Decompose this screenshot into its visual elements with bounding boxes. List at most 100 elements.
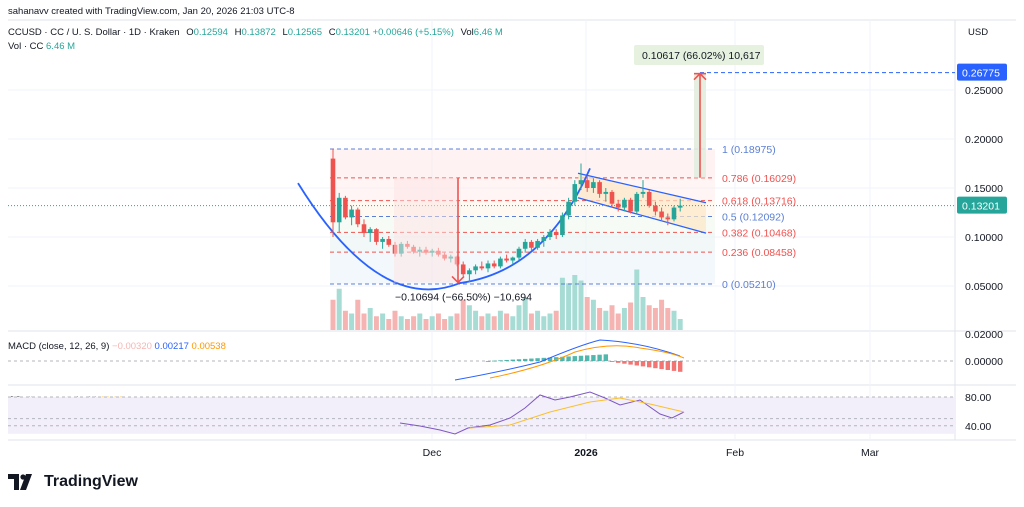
macd-hist-bar [597,354,602,361]
volume-bar [442,319,448,330]
volume-bar [349,313,355,330]
candle-body [367,229,373,234]
macd-hist-bar [659,361,664,370]
price-chart[interactable]: 1 (0.18975) 0.786 (0.16029) 0.618 (0.13716… [0,0,1024,470]
volume-bar [392,310,398,330]
macd-hist-bar [516,359,522,361]
symbol-name[interactable]: CCUSD · CC / U. S. Dollar · 1D · Kraken [8,27,180,38]
measure-tools[interactable]: −0.10694 (−66.50%) −10,694 0.10617 (66.02… [394,45,764,303]
volume-bar [603,310,609,330]
time-tick-label: Mar [861,447,880,459]
candle-body [498,258,503,267]
volume-bar [665,308,671,330]
time-tick-label: Dec [423,447,442,459]
volume-bars [330,269,683,330]
volume-bar [671,310,677,330]
volume-bar [609,305,615,330]
candle-body [609,191,615,204]
candle-body [473,266,478,271]
cup-curve[interactable] [297,168,591,291]
channel-upper [577,172,707,204]
macd-legend: MACD (close, 12, 26, 9) −0.00320 0.00217… [8,341,226,352]
macd-hist-bar [678,361,683,372]
volume-bar [677,319,683,330]
candle-body [653,205,658,212]
volume-bar [429,316,435,330]
volume-bar [330,299,336,330]
channel-lower [577,197,707,234]
macd-hist-bar [541,357,546,361]
rsi-upper-tick: 80.00 [965,392,991,404]
fib-label: 0.5 (0.12092) [722,211,784,223]
macd-hist-bar [671,361,677,371]
candle-body [615,203,621,208]
price-tick-label: 0.25000 [965,85,1003,97]
volume-bar [559,277,565,330]
macd-hist-bar [560,356,565,361]
candle-body [541,237,547,241]
volume-bar [578,280,584,330]
macd-top-tick: 0.02000 [965,329,1003,341]
macd-hist-bar [647,361,652,368]
candle-body [665,217,671,220]
candle-body [622,199,627,208]
candle-body [361,224,367,234]
candle-body [603,191,609,194]
rsi-pane: 80.00 40.00 [8,391,991,435]
currency-label[interactable]: USD [968,27,989,38]
volume-bar [497,310,503,330]
candle-body [510,257,516,261]
volume-label: Vol [460,27,474,38]
last-price-tag-bg [957,196,1007,214]
candle-body [330,158,336,223]
macd-hist-bar [616,361,621,363]
axes: 0.05000 0.10000 0.15000 0.20000 0.25000 0.267… [423,63,1007,459]
macd-hist-bar [485,361,491,362]
last-price-tag: 0.13201 [962,201,1000,213]
candle-body [516,248,522,258]
macd-hist-bar [492,360,497,362]
macd-hist-bar [498,360,503,362]
candles [8,148,955,283]
candle-body [343,197,348,218]
volume-bar [460,299,466,330]
time-tick-label: 2026 [574,447,598,459]
volume-bar [336,288,342,330]
macd-title[interactable]: MACD (close, 12, 26, 9) [8,341,110,352]
macd-hist-bar [665,361,670,370]
target-price-tag-bg [957,63,1007,81]
volume-bar [485,313,491,330]
volume-bar [522,297,528,330]
candle-body [535,240,540,248]
macd-hist-bar [578,355,584,361]
volume-bar [528,313,534,330]
candle-body [491,263,497,267]
price-tick-label: 0.05000 [965,281,1003,293]
candle-body [560,215,565,236]
volume-bar [547,313,553,330]
tradingview-logo[interactable]: TradingView [8,472,138,492]
volume-bar [417,313,423,330]
change-value: +0.00646 (+5.15%) [372,27,454,38]
volume-bar [454,313,460,330]
volume-bar [628,302,634,330]
signal-line [489,345,685,379]
candle-body [671,207,677,220]
high-value: 0.13872 [241,27,276,38]
candle-body [336,197,342,223]
candle-body [467,270,472,275]
candle-body [485,263,491,269]
volume-bar [504,313,510,330]
volume-bar [466,305,472,330]
macd-line [454,339,681,381]
volume-bar [541,316,547,330]
candle-body [628,199,633,212]
volume-bar [652,308,658,330]
fib-zone [330,149,715,178]
candle-body [349,209,354,218]
symbol-legend: CCUSD · CC / U. S. Dollar · 1D · Kraken … [8,27,503,38]
candle-body [522,241,528,249]
volume-row-label[interactable]: Vol · CC [8,41,44,52]
volume-bar [621,308,627,330]
candle-body [460,264,466,275]
